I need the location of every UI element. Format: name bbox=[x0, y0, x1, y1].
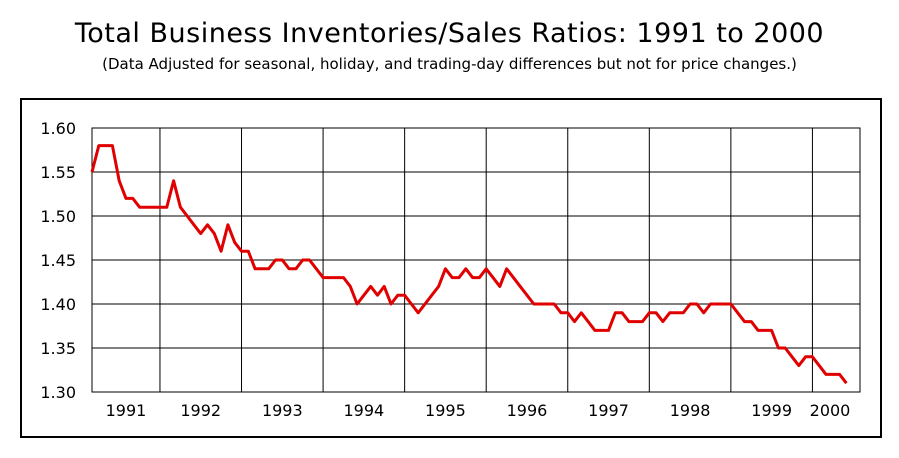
y-tick-label: 1.55 bbox=[40, 163, 76, 182]
chart-frame bbox=[20, 98, 882, 438]
x-tick-label: 1996 bbox=[507, 401, 548, 420]
y-tick-label: 1.60 bbox=[40, 119, 76, 138]
x-tick-label: 1999 bbox=[751, 401, 792, 420]
x-tick-label: 1994 bbox=[343, 401, 384, 420]
x-tick-label: 1993 bbox=[262, 401, 303, 420]
chart-title: Total Business Inventories/Sales Ratios:… bbox=[74, 18, 825, 49]
x-tick-label: 2000 bbox=[810, 401, 851, 420]
x-tick-label: 1992 bbox=[180, 401, 221, 420]
y-tick-label: 1.30 bbox=[40, 383, 76, 402]
x-tick-label: 1995 bbox=[425, 401, 466, 420]
chart-subtitle: (Data Adjusted for seasonal, holiday, an… bbox=[102, 55, 797, 73]
x-tick-label: 1991 bbox=[106, 401, 147, 420]
y-tick-label: 1.35 bbox=[40, 339, 76, 358]
y-tick-label: 1.40 bbox=[40, 295, 76, 314]
series-line bbox=[90, 144, 848, 385]
x-tick-label: 1997 bbox=[588, 401, 629, 420]
x-tick-label: 1998 bbox=[670, 401, 711, 420]
y-tick-label: 1.45 bbox=[40, 251, 76, 270]
y-tick-label: 1.50 bbox=[40, 207, 76, 226]
